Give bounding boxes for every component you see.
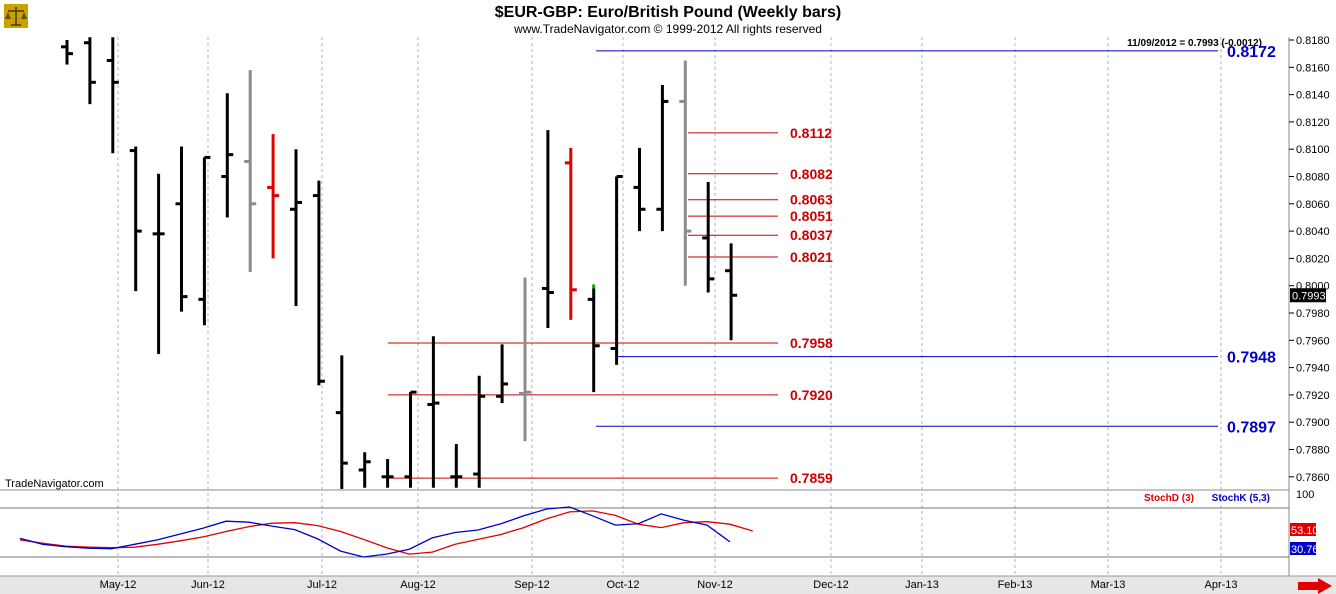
y-tick-label: 0.7900 [1296, 417, 1330, 429]
red-level-label: 0.7958 [790, 335, 833, 351]
ohlc-bar [564, 147, 577, 320]
y-tick-label: 0.8020 [1296, 253, 1330, 265]
ohlc-bar [450, 444, 463, 488]
blue-level-label: 0.8172 [1227, 44, 1276, 61]
ohlc-bar [106, 37, 119, 154]
red-level-label: 0.8063 [790, 192, 833, 208]
watermark-text: TradeNavigator.com [5, 478, 104, 490]
y-tick-label: 0.8080 [1296, 172, 1330, 184]
y-tick-label: 0.7980 [1296, 308, 1330, 320]
ohlc-bar [702, 181, 715, 293]
ohlc-bar [404, 390, 417, 488]
red-level-label: 0.7859 [790, 470, 833, 486]
stochastic-panel: 100 StochD (3) 53.10 StochK (5,3) 30.76 [0, 489, 1319, 558]
red-level-label: 0.7920 [790, 387, 833, 403]
axes: 0.8180 0.8160 0.8140 0.8120 0.8100 0.8080 0.80… [100, 35, 1330, 591]
background-layer [0, 37, 1336, 594]
blue-level-label: 0.7948 [1227, 350, 1276, 367]
ohlc-bar [633, 147, 646, 232]
stoch-last-box [1290, 542, 1316, 555]
stoch-last-value: 30.76 [1291, 544, 1319, 556]
chart-title: $EUR-GBP: Euro/British Pound (Weekly bar… [495, 4, 841, 21]
red-level-label: 0.8082 [790, 166, 833, 182]
y-tick-label: 0.8060 [1296, 199, 1330, 211]
red-level-label: 0.8021 [790, 249, 833, 265]
ohlc-bar [267, 134, 280, 259]
ohlc-bar [175, 146, 188, 312]
red-level-label: 0.8037 [790, 227, 833, 243]
ohlc-bar [129, 146, 142, 292]
ohlc-bar [61, 40, 73, 65]
ohlc-bar [244, 70, 257, 273]
y-tick-label: 0.8100 [1296, 144, 1330, 156]
ohlc-bar [312, 180, 325, 386]
x-tick-label: Aug-12 [400, 579, 435, 591]
y-tick-label: 0.7880 [1296, 445, 1330, 457]
ohlc-bars [61, 37, 738, 489]
x-axis-bg [0, 576, 1336, 594]
last-price-label: 0.7993 [1292, 290, 1326, 302]
y-tick-label: 0.8160 [1296, 62, 1330, 74]
stoch-y-label: 100 [1296, 489, 1314, 501]
ohlc-bar [519, 277, 531, 442]
ohlc-bar [496, 344, 509, 404]
ohlc-bar [679, 60, 692, 286]
y-tick-label: 0.8180 [1296, 35, 1330, 47]
ohlc-bar [358, 452, 371, 488]
ohlc-bar [725, 243, 738, 341]
y-tick-label: 0.8140 [1296, 90, 1330, 102]
blue-level-label: 0.7897 [1227, 419, 1276, 436]
last-price-box [1290, 288, 1326, 303]
x-tick-label: Apr-13 [1204, 579, 1237, 591]
y-tick-label: 0.7860 [1296, 472, 1330, 484]
x-tick-label: Jul-12 [307, 579, 337, 591]
ohlc-bar [541, 130, 554, 329]
ohlc-bar [610, 175, 623, 365]
ohlc-bar [656, 85, 669, 232]
ohlc-bar [290, 149, 302, 307]
ohlc-bar [427, 336, 440, 488]
x-tick-label: Feb-13 [998, 579, 1033, 591]
x-tick-label: Sep-12 [514, 579, 549, 591]
ohlc-bar [198, 155, 211, 326]
stochD-line [19, 510, 753, 555]
red-level-label: 0.8051 [790, 208, 833, 224]
ohlc-bar [83, 37, 96, 105]
copyright-line: www.TradeNavigator.com © 1999-2012 All r… [513, 22, 822, 36]
ohlc-bar [335, 355, 348, 489]
ohlc-bar [152, 173, 165, 354]
x-tick-label: Mar-13 [1091, 579, 1126, 591]
green-marker [592, 284, 596, 289]
ohlc-bar [221, 93, 234, 218]
x-tick-label: Oct-12 [606, 579, 639, 591]
stochD-legend: StochD (3) [1144, 493, 1194, 504]
ohlc-bar [473, 375, 486, 488]
y-tick-label: 0.8120 [1296, 117, 1330, 129]
stoch-last-box [1290, 523, 1316, 536]
x-tick-label: May-12 [100, 579, 137, 591]
ohlc-bar [381, 459, 394, 488]
y-tick-label: 0.7940 [1296, 363, 1330, 375]
red-level-label: 0.8112 [790, 125, 832, 141]
stochK-line [19, 506, 731, 558]
red-arrow-right-icon[interactable] [1298, 578, 1332, 594]
last-bar-note: 11/09/2012 = 0.7993 (-0.0012) [1127, 38, 1262, 49]
stochK-legend: StochK (5,3) [1212, 493, 1270, 504]
price-panel-bg [0, 37, 1289, 490]
x-tick-label: Dec-12 [813, 579, 848, 591]
ohlc-bar [587, 288, 600, 393]
scales-logo-icon [4, 4, 28, 28]
x-tick-label: Jan-13 [905, 579, 939, 591]
y-tick-label: 0.7920 [1296, 390, 1330, 402]
y-tick-label: 0.7960 [1296, 335, 1330, 347]
x-tick-label: Nov-12 [697, 579, 732, 591]
y-tick-label: 0.8040 [1296, 226, 1330, 238]
x-tick-label: Jun-12 [191, 579, 225, 591]
y-axis-panel [1289, 37, 1336, 576]
stoch-last-value: 53.10 [1291, 525, 1319, 537]
